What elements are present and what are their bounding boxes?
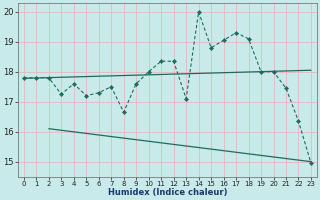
X-axis label: Humidex (Indice chaleur): Humidex (Indice chaleur): [108, 188, 227, 197]
